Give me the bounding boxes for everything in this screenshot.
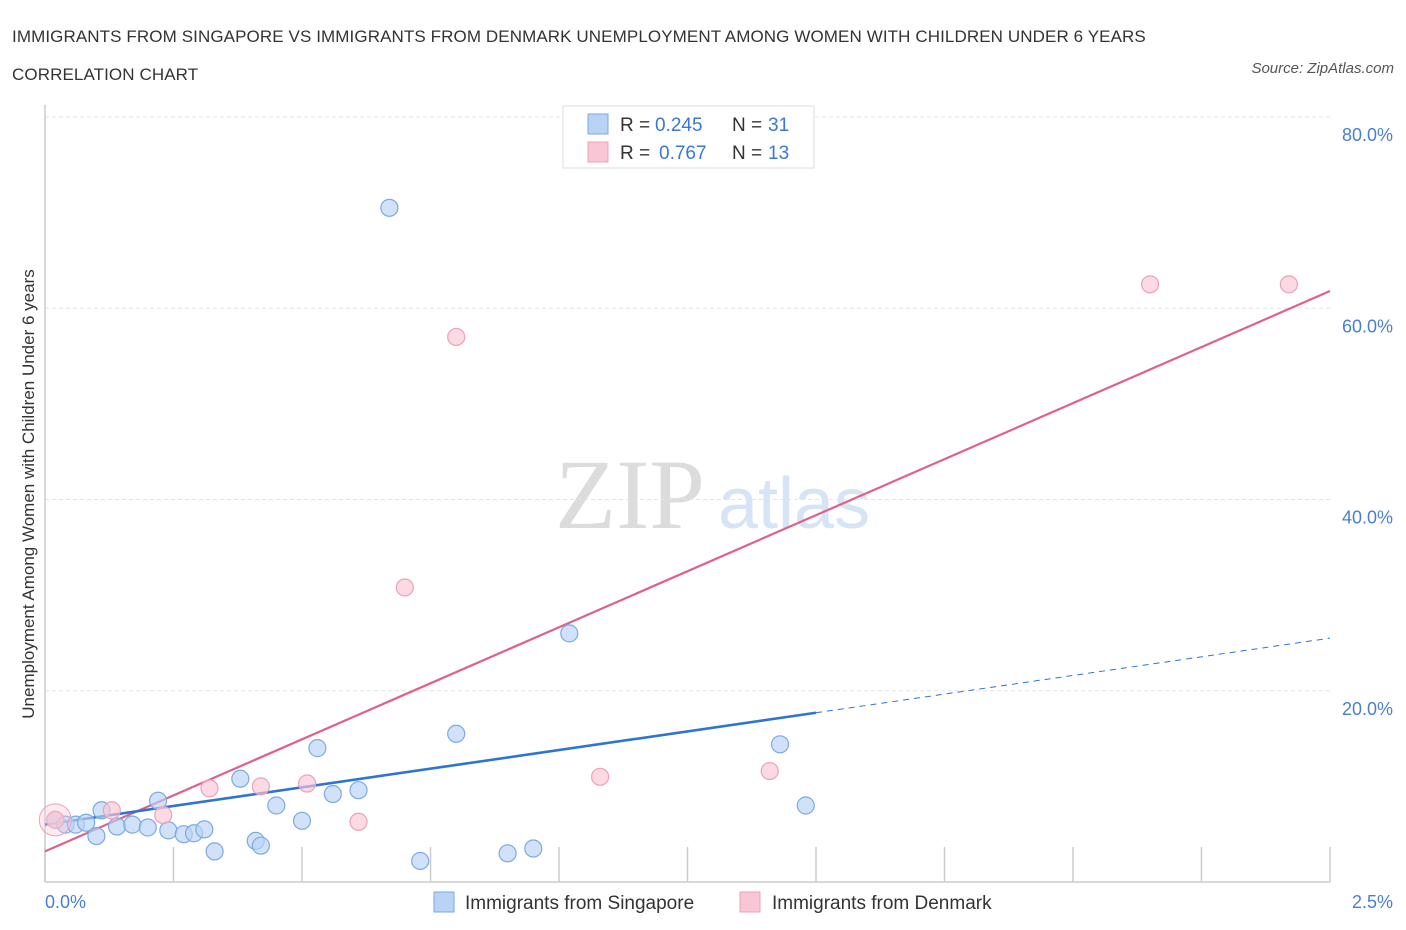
singapore-point-8 [138, 818, 157, 837]
correlation-legend: R = 0.245 N = 31 R = 0.767 N = 13 [562, 105, 815, 169]
bottom-legend-swatch-singapore [433, 891, 455, 913]
chart-source: Source: ZipAtlas.com [1251, 60, 1394, 77]
denmark-point-3 [200, 779, 219, 798]
trend-lines [44, 290, 1331, 853]
denmark-point-0 [46, 810, 65, 829]
singapore-point-23 [380, 198, 399, 217]
singapore-point-30 [796, 796, 815, 815]
bottom-legend-label-singapore: Immigrants from Singapore [465, 893, 694, 914]
singapore-point-26 [498, 844, 517, 863]
y-axis-label: Unemployment Among Women with Children U… [19, 269, 38, 718]
denmark-point-4 [251, 777, 270, 796]
singapore-point-14 [205, 842, 224, 861]
trend-line-singapore [44, 711, 817, 826]
bottom-legend-swatch-denmark [739, 891, 761, 913]
singapore-point-18 [267, 796, 286, 815]
legend-swatch-denmark [587, 141, 609, 163]
denmark-point-1 [102, 801, 121, 820]
denmark-point-9 [591, 767, 610, 786]
legend-n-label-2: N = [732, 143, 762, 164]
singapore-point-4 [87, 826, 106, 846]
legend-n-value-1: 31 [768, 115, 789, 136]
denmark-point-7 [395, 578, 414, 597]
legend-n-value-2: 13 [768, 143, 789, 164]
singapore-point-25 [447, 724, 466, 743]
denmark-point-5 [298, 774, 317, 793]
y-tick-label-60: 60.0% [1342, 316, 1393, 336]
y-tick-labels: 20.0% 40.0% 60.0% 80.0% [1342, 125, 1393, 719]
singapore-point-19 [292, 811, 312, 830]
singapore-point-6 [107, 817, 127, 836]
legend-r-label-2: R = [620, 143, 650, 164]
singapore-point-10 [159, 821, 178, 840]
singapore-point-13 [195, 820, 214, 839]
legend-r-value-2: 0.767 [659, 143, 707, 164]
y-tick-label-80: 80.0% [1342, 125, 1393, 145]
denmark-points [38, 275, 1298, 837]
legend-swatch-singapore [587, 113, 609, 135]
denmark-point-2 [154, 805, 173, 825]
singapore-point-15 [231, 769, 250, 788]
singapore-point-3 [77, 813, 96, 832]
x-tick-label-max: 2.5% [1352, 892, 1393, 912]
bottom-legend-label-denmark: Immigrants from Denmark [772, 893, 992, 914]
singapore-point-28 [560, 624, 579, 643]
singapore-point-29 [770, 735, 790, 754]
legend-r-label-1: R = [620, 115, 650, 136]
series-legend: Immigrants from Singapore Immigrants fro… [433, 891, 992, 914]
watermark-atlas: atlas [718, 464, 870, 544]
denmark-point-10 [760, 761, 779, 781]
trend-line-singapore-extension [815, 637, 1331, 714]
legend-n-label-1: N = [732, 115, 762, 136]
singapore-point-17 [251, 836, 270, 855]
singapore-point-20 [308, 739, 327, 758]
legend-r-value-1: 0.245 [655, 115, 703, 136]
singapore-point-21 [323, 784, 342, 804]
trend-line-denmark [44, 290, 1331, 853]
singapore-point-27 [524, 839, 543, 858]
denmark-point-11 [1140, 275, 1160, 294]
x-ticks [44, 847, 1331, 882]
x-tick-label-min: 0.0% [45, 892, 86, 912]
y-tick-label-20: 20.0% [1342, 699, 1393, 719]
watermark-zip: ZIP [555, 439, 705, 550]
singapore-point-22 [349, 781, 368, 800]
chart-title: IMMIGRANTS FROM SINGAPORE VS IMMIGRANTS … [12, 27, 1146, 84]
denmark-point-12 [1279, 275, 1298, 294]
singapore-point-24 [411, 851, 430, 871]
y-tick-label-40: 40.0% [1342, 508, 1393, 528]
singapore-point-7 [123, 815, 142, 834]
denmark-point-6 [349, 812, 368, 831]
denmark-point-8 [447, 327, 466, 347]
denmark-point-cluster [38, 803, 72, 837]
grid [45, 116, 1330, 692]
singapore-points [46, 198, 815, 871]
